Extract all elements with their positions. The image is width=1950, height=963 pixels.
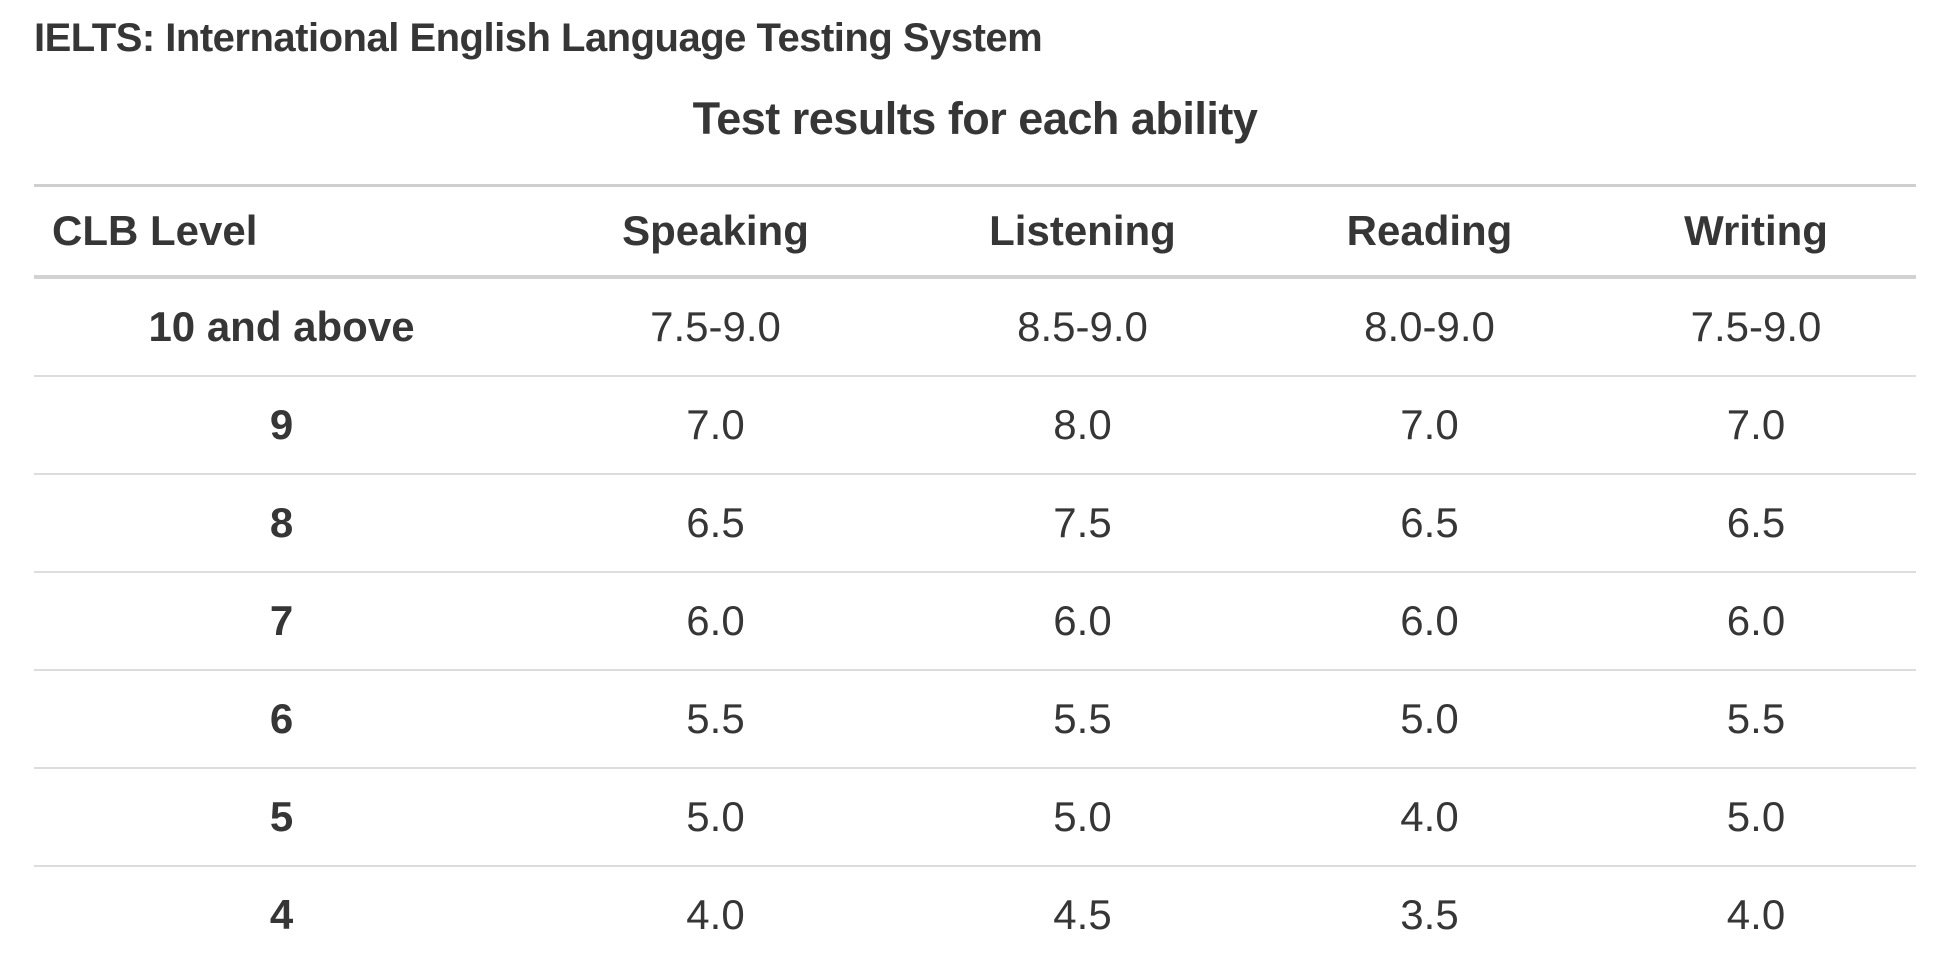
column-header-reading: Reading bbox=[1346, 207, 1513, 254]
table-row-clb-4: 4 4.0 4.5 3.5 4.0 bbox=[34, 866, 1916, 963]
column-header-listening: Listening bbox=[989, 207, 1176, 254]
speaking-score-cell: 4.0 bbox=[686, 891, 745, 938]
writing-score-cell: 6.0 bbox=[1726, 597, 1786, 644]
page-title: IELTS: International English Language Te… bbox=[34, 16, 1043, 60]
table-row-clb-9: 9 7.0 8.0 7.0 7.0 bbox=[34, 376, 1916, 474]
clb-level-cell: 8 bbox=[269, 499, 294, 546]
writing-score-cell: 7.5-9.0 bbox=[1690, 303, 1822, 350]
writing-score-cell: 5.0 bbox=[1726, 793, 1786, 840]
reading-score-cell: 6.5 bbox=[1400, 499, 1459, 546]
writing-score-cell: 5.5 bbox=[1726, 695, 1786, 742]
writing-score-cell: 6.5 bbox=[1726, 499, 1786, 546]
header-row: CLB Level Speaking Listening Reading Wri… bbox=[34, 186, 1916, 277]
speaking-score-cell: 5.0 bbox=[686, 793, 745, 840]
clb-level-cell: 7 bbox=[269, 597, 294, 644]
speaking-score-cell: 7.0 bbox=[686, 401, 745, 448]
clb-level-cell: 10 and above bbox=[148, 303, 415, 350]
listening-score-cell: 8.0 bbox=[1053, 401, 1112, 448]
listening-score-cell: 8.5-9.0 bbox=[1017, 303, 1148, 350]
clb-level-cell: 5 bbox=[269, 793, 294, 840]
table-row-clb-8: 8 6.5 7.5 6.5 6.5 bbox=[34, 474, 1916, 572]
listening-score-cell: 5.0 bbox=[1053, 793, 1112, 840]
table-header: CLB Level Speaking Listening Reading Wri… bbox=[34, 186, 1916, 277]
table-body: 10 and above 7.5-9.0 8.5-9.0 8.0-9.0 7.5… bbox=[34, 277, 1916, 963]
clb-level-cell: 9 bbox=[269, 401, 294, 448]
reading-score-cell: 6.0 bbox=[1400, 597, 1459, 644]
listening-score-cell: 4.5 bbox=[1053, 891, 1112, 938]
reading-score-cell: 3.5 bbox=[1400, 891, 1459, 938]
reading-score-cell: 5.0 bbox=[1400, 695, 1459, 742]
column-header-writing: Writing bbox=[1684, 207, 1828, 254]
column-header-speaking: Speaking bbox=[622, 207, 809, 254]
speaking-score-cell: 7.5-9.0 bbox=[650, 303, 781, 350]
listening-score-cell: 5.5 bbox=[1053, 695, 1112, 742]
table-row-clb-5: 5 5.0 5.0 4.0 5.0 bbox=[34, 768, 1916, 866]
table-caption: Test results for each ability bbox=[692, 93, 1258, 144]
listening-score-cell: 6.0 bbox=[1053, 597, 1112, 644]
reading-score-cell: 4.0 bbox=[1400, 793, 1459, 840]
table-row-clb-6: 6 5.5 5.5 5.0 5.5 bbox=[34, 670, 1916, 768]
writing-score-cell: 4.0 bbox=[1726, 891, 1786, 938]
reading-score-cell: 7.0 bbox=[1400, 401, 1459, 448]
column-header-clb-level: CLB Level bbox=[52, 207, 258, 254]
writing-score-cell: 7.0 bbox=[1726, 401, 1786, 448]
speaking-score-cell: 6.0 bbox=[686, 597, 745, 644]
clb-level-cell: 6 bbox=[269, 695, 294, 742]
results-table: Test results for each ability CLB Level … bbox=[34, 62, 1916, 963]
table-row-clb-10: 10 and above 7.5-9.0 8.5-9.0 8.0-9.0 7.5… bbox=[34, 277, 1916, 376]
speaking-score-cell: 5.5 bbox=[686, 695, 745, 742]
page: IELTS: International English Language Te… bbox=[0, 14, 1950, 963]
listening-score-cell: 7.5 bbox=[1053, 499, 1112, 546]
speaking-score-cell: 6.5 bbox=[686, 499, 745, 546]
reading-score-cell: 8.0-9.0 bbox=[1364, 303, 1495, 350]
table-row-clb-7: 7 6.0 6.0 6.0 6.0 bbox=[34, 572, 1916, 670]
clb-level-cell: 4 bbox=[269, 891, 294, 938]
